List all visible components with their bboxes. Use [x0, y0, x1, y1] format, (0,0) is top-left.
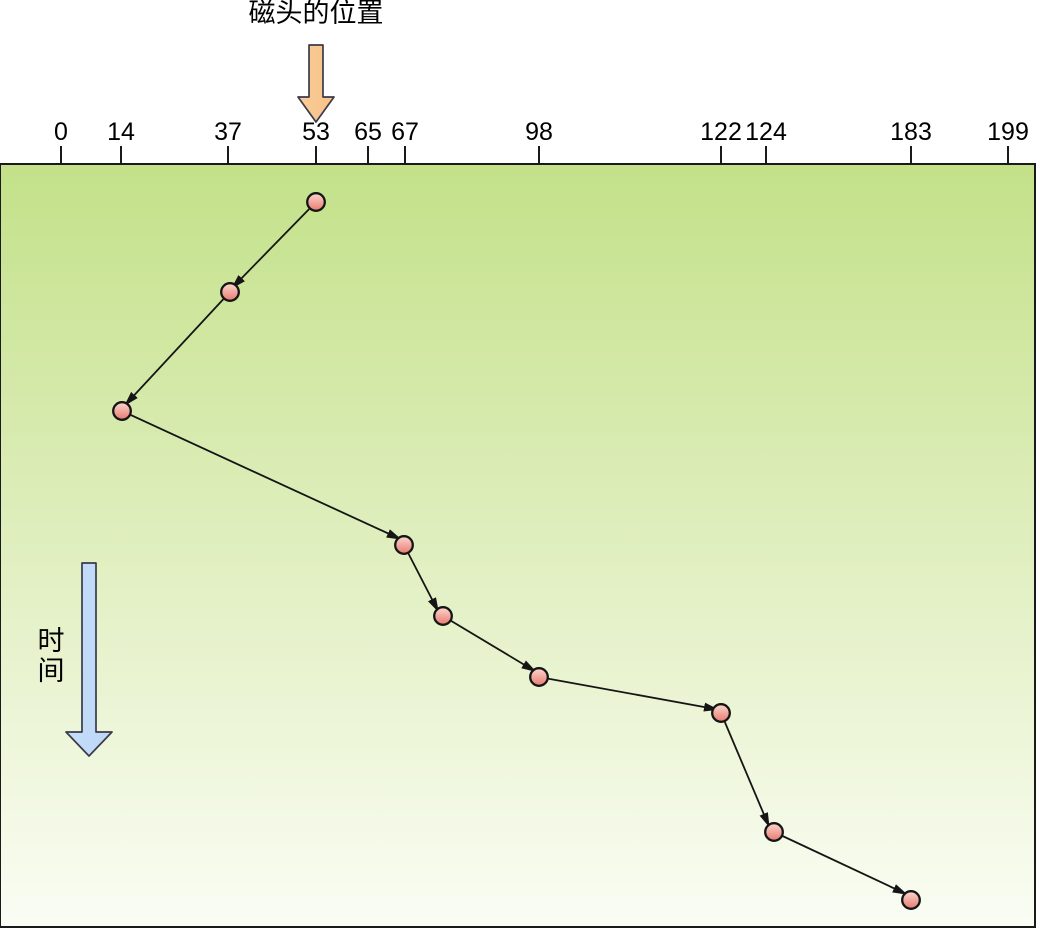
svg-text:37: 37	[214, 118, 242, 146]
svg-text:183: 183	[890, 118, 932, 146]
svg-text:124: 124	[745, 118, 787, 146]
svg-text:14: 14	[107, 118, 135, 146]
svg-text:65: 65	[354, 118, 382, 146]
svg-text:122: 122	[700, 118, 742, 146]
svg-text:磁头的位置: 磁头的位置	[249, 0, 384, 28]
svg-text:199: 199	[987, 118, 1029, 146]
svg-text:时: 时	[38, 626, 65, 656]
svg-text:间: 间	[38, 656, 65, 686]
svg-text:0: 0	[54, 118, 68, 146]
svg-text:98: 98	[525, 118, 553, 146]
svg-text:67: 67	[391, 118, 419, 146]
